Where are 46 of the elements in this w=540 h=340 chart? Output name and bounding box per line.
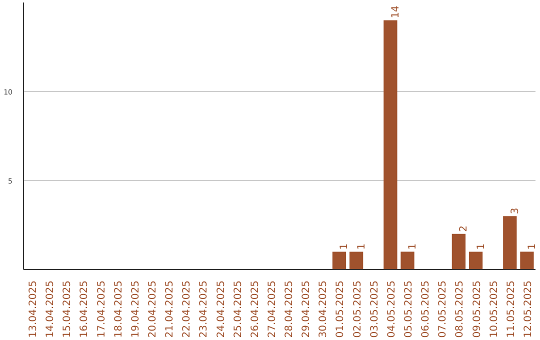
bar [503, 216, 517, 270]
x-tick-label: 25.04.2025 [232, 280, 244, 338]
x-tick-label: 20.04.2025 [148, 280, 158, 338]
bar [332, 252, 346, 270]
bar [349, 252, 364, 270]
data-label: 3 [510, 208, 521, 214]
x-tick-label: 27.04.2025 [266, 280, 278, 338]
x-tick-label: 23.04.2025 [198, 280, 210, 338]
x-tick-label: 19.04.2025 [130, 280, 142, 338]
x-tick-label: 12.05.2025 [522, 280, 534, 338]
x-tick-label: 11.05.2025 [506, 280, 517, 338]
x-tick-label: 09.05.2025 [472, 280, 483, 338]
x-tick-label: 01.05.2025 [335, 280, 346, 338]
x-tick-label: 21.04.2025 [164, 280, 176, 338]
x-tick-label: 04.05.2025 [386, 280, 398, 338]
bar [384, 20, 398, 270]
bar [468, 252, 483, 270]
data-label: 1 [339, 243, 350, 250]
data-label: 1 [356, 243, 368, 250]
x-tick-label: 05.05.2025 [404, 280, 414, 338]
x-tick-label: 22.04.2025 [182, 280, 193, 338]
data-label: 1 [476, 243, 487, 250]
x-tick-label: 15.04.2025 [62, 280, 74, 338]
x-tick-label: 30.04.2025 [318, 280, 330, 338]
x-tick-label: 06.05.2025 [420, 280, 432, 338]
x-tick-label: 26.04.2025 [250, 280, 261, 338]
x-tick-label: 02.05.2025 [352, 280, 364, 338]
x-tick-label: 08.05.2025 [454, 280, 466, 338]
x-tick-label: 28.04.2025 [284, 280, 296, 338]
data-label: 1 [408, 243, 418, 250]
x-tick-label: 18.04.2025 [113, 280, 124, 338]
bar [520, 252, 534, 270]
x-tick-label: 17.04.2025 [96, 280, 108, 338]
x-tick-label: 13.04.2025 [28, 280, 40, 338]
x-tick-label: 03.05.2025 [369, 280, 380, 338]
bar [452, 234, 466, 270]
data-label: 14 [390, 6, 402, 18]
x-tick-label: 07.05.2025 [438, 280, 449, 338]
x-tick-label: 14.04.2025 [45, 280, 56, 338]
x-tick-label: 10.05.2025 [488, 280, 500, 338]
data-label: 2 [458, 226, 470, 232]
x-tick-label: 29.04.2025 [301, 280, 312, 338]
data-label: 1 [526, 243, 538, 250]
bar [400, 252, 414, 270]
x-tick-label: 24.04.2025 [216, 280, 227, 338]
x-tick-label: 16.04.2025 [79, 280, 90, 338]
